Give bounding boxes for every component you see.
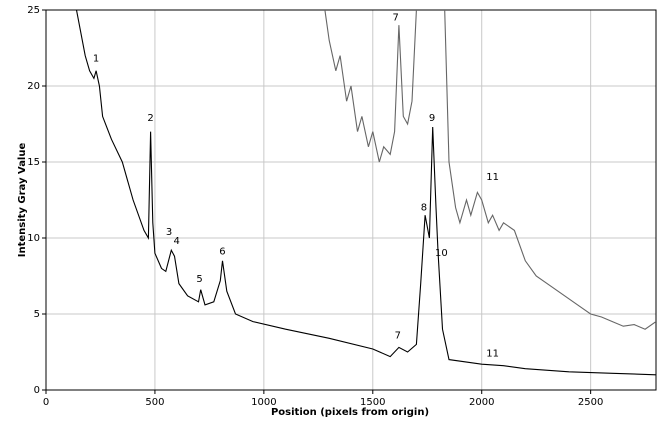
plot-frame: [45, 9, 657, 391]
peak-label: 1: [93, 54, 99, 65]
peak-label: 5: [196, 274, 202, 285]
peak-label: 3: [166, 227, 172, 238]
x-tick-label: 500: [145, 397, 164, 408]
peak-label: 6: [219, 247, 225, 258]
y-tick-label: 15: [27, 157, 40, 168]
y-axis-title: Intensity Gray Value: [17, 143, 28, 258]
x-tick-label: 2000: [469, 397, 494, 408]
x-tick-label: 1000: [251, 397, 276, 408]
peak-label: 9: [429, 113, 435, 124]
line-series: [324, 10, 656, 330]
peak-label: 7: [392, 13, 398, 24]
x-tick-label: 0: [43, 397, 49, 408]
line-series: [75, 10, 656, 376]
peak-label: 2: [147, 113, 153, 124]
x-axis-title: Position (pixels from origin): [271, 407, 429, 418]
x-tick-label: 1500: [360, 397, 385, 408]
peak-label: 10: [435, 248, 448, 259]
peak-label: 11: [486, 172, 499, 183]
y-tick-label: 20: [27, 81, 40, 92]
y-tick-label: 10: [27, 233, 40, 244]
peak-label: 11: [486, 349, 499, 360]
peak-label: 7: [395, 330, 401, 341]
y-tick-label: 0: [34, 385, 40, 396]
y-tick-label: 25: [27, 5, 40, 16]
peak-label: 4: [174, 236, 180, 247]
peak-label: 8: [421, 203, 427, 214]
y-tick-label: 5: [34, 309, 40, 320]
x-tick-label: 2500: [578, 397, 603, 408]
